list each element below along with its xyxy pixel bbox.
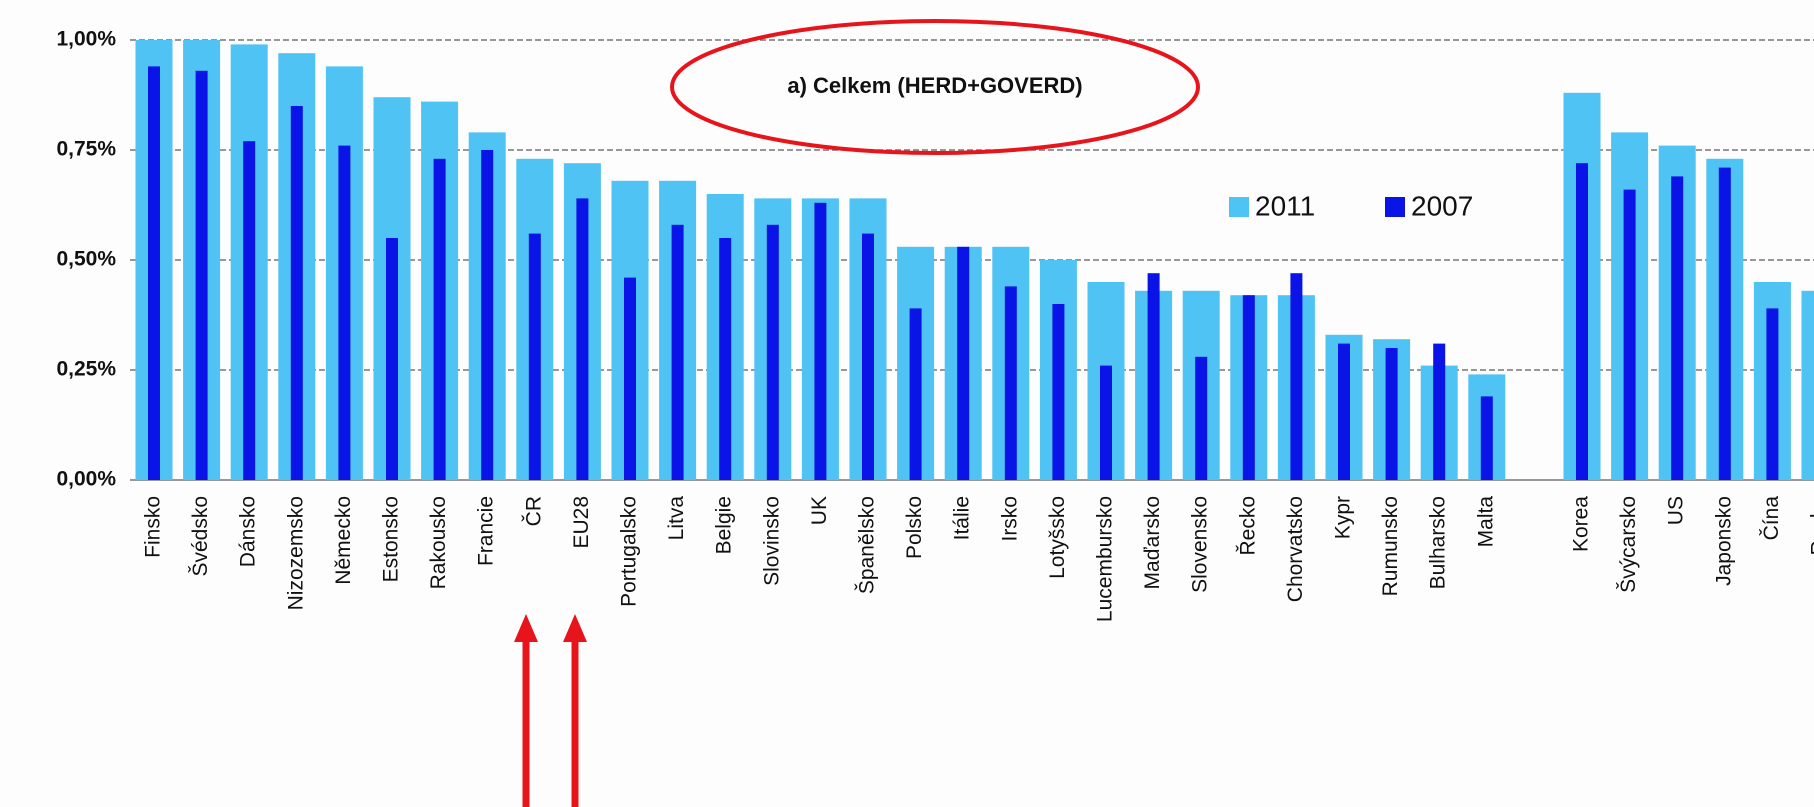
arrow-head — [563, 614, 587, 642]
x-tick-label: EU28 — [570, 496, 593, 549]
x-tick-label: ČR — [522, 496, 545, 526]
x-tick-label: Rumunsko — [1379, 496, 1402, 596]
bar — [909, 308, 922, 480]
x-tick-label: Kypr — [1332, 496, 1355, 539]
x-tick-label: Finsko — [142, 496, 165, 558]
x-tick-label: US — [1665, 496, 1688, 525]
x-tick-label: Japonsko — [1712, 496, 1735, 586]
annotation: a) Celkem (HERD+GOVERD) — [787, 73, 1082, 98]
bar — [290, 106, 303, 480]
bar — [957, 246, 970, 480]
bar — [624, 277, 636, 480]
y-tick-label: 0,50% — [56, 248, 116, 271]
y-tick-label: 0,00% — [56, 468, 116, 491]
bar — [148, 66, 160, 481]
bar — [386, 238, 398, 480]
y-tick-label: 0,25% — [56, 358, 116, 381]
x-tick-label: Rusko — [1808, 496, 1814, 556]
x-tick-label: Švýcarsko — [1617, 496, 1640, 593]
bar — [1433, 343, 1446, 480]
arrows — [514, 614, 587, 807]
bar — [1242, 295, 1255, 480]
arrow-head — [514, 614, 538, 642]
bar — [1801, 290, 1814, 480]
x-tick-label: Švédsko — [189, 496, 212, 577]
x-tick-label: Maďarsko — [1141, 496, 1164, 589]
x-tick-label: Irsko — [998, 496, 1021, 542]
bar — [433, 158, 446, 481]
x-tick-label: UK — [808, 496, 831, 525]
bar — [1766, 308, 1779, 480]
bars — [135, 40, 1814, 481]
legend: 2011 2007 — [1229, 190, 1473, 221]
legend-label: 2011 — [1255, 190, 1315, 221]
x-tick-label: Bulharsko — [1427, 496, 1450, 589]
y-tick-label: 1,00% — [56, 28, 116, 51]
x-tick-label: Estonsko — [380, 496, 403, 582]
x-tick-label: Čína — [1760, 496, 1783, 541]
bar — [195, 70, 208, 481]
bar — [1052, 304, 1065, 480]
legend-swatch — [1229, 197, 1249, 217]
bar — [1004, 286, 1017, 480]
y-tick-label: 0,75% — [56, 138, 116, 161]
bar — [1718, 167, 1731, 480]
bar — [1100, 365, 1112, 480]
x-tick-label: Slovinsko — [760, 496, 783, 586]
x-tick-label: Itálie — [951, 496, 974, 540]
bar — [1338, 343, 1350, 480]
bar — [1385, 348, 1398, 480]
x-tick-label: Portugalsko — [618, 496, 641, 607]
x-tick-label: Francie — [475, 496, 498, 566]
x-tick-label: Španělsko — [856, 496, 879, 594]
bar — [766, 224, 779, 480]
bar — [671, 224, 684, 480]
x-tick-label: Německo — [332, 496, 355, 585]
bar — [481, 150, 494, 480]
labels: 0,00% 0,25% 0,50% 0,75% 1,00% Finsko Švédsko Dá… — [56, 28, 1814, 623]
x-tick-label: Rakousko — [427, 496, 450, 589]
x-tick-label: Malta — [1474, 496, 1497, 548]
bar — [528, 233, 541, 480]
x-tick-label: Lotyšsko — [1046, 496, 1069, 579]
bar — [814, 202, 827, 481]
x-tick-label: Slovensko — [1189, 496, 1212, 593]
legend-swatch — [1385, 197, 1405, 217]
x-tick-label: Korea — [1570, 496, 1593, 552]
bar — [1671, 176, 1684, 480]
bar — [1290, 273, 1303, 480]
x-tick-label: Litva — [665, 496, 688, 541]
x-tick-label: Dánsko — [237, 496, 260, 567]
bar — [576, 198, 589, 480]
bar — [243, 141, 256, 480]
annotation-ellipse — [670, 19, 1200, 155]
bar — [1147, 273, 1160, 480]
x-tick-label: Chorvatsko — [1284, 496, 1307, 602]
bar — [338, 145, 351, 480]
bar — [1623, 189, 1636, 480]
bar — [862, 233, 874, 480]
bar — [1480, 396, 1493, 480]
bar — [1576, 163, 1588, 480]
x-tick-label: Lucembursko — [1094, 496, 1117, 622]
legend-label: 2007 — [1411, 190, 1473, 221]
x-tick-label: Nizozemsko — [284, 496, 307, 610]
x-tick-label: Polsko — [903, 496, 926, 559]
x-tick-label: Řecko — [1236, 496, 1259, 556]
x-tick-label: Belgie — [713, 496, 736, 554]
bar — [1195, 356, 1208, 480]
bar — [719, 238, 732, 480]
